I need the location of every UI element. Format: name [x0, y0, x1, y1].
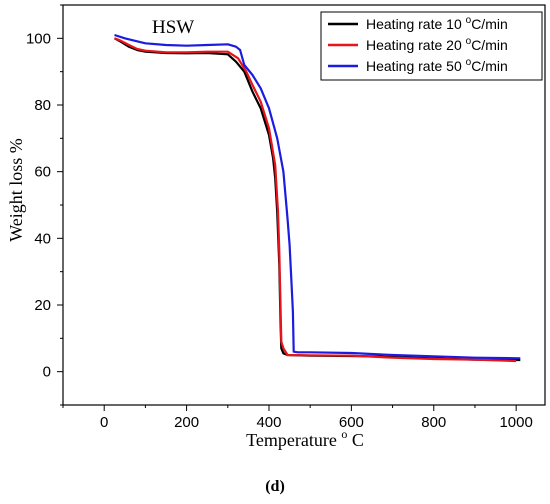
legend-label-unit: C/min [471, 58, 508, 74]
plot-title: HSW [152, 17, 194, 38]
x-tick-label: 0 [100, 414, 108, 431]
x-tick-label: 1000 [499, 414, 532, 431]
figure-caption: (d) [265, 478, 285, 495]
legend-label-3: Heating rate 50 oC/min [366, 57, 508, 74]
legend-label-text: Heating rate 20 [366, 37, 466, 53]
legend-label-super: o [466, 15, 472, 26]
legend-label-unit: C/min [471, 37, 508, 53]
y-tick-label: 20 [34, 297, 51, 314]
x-tick-label: 600 [339, 414, 364, 431]
legend-label-2: Heating rate 20 oC/min [366, 36, 508, 53]
legend-label-super: o [466, 36, 472, 47]
y-axis-title: Weight loss % [6, 138, 26, 242]
y-tick-label: 0 [43, 364, 51, 381]
series-line-2 [114, 37, 517, 363]
x-axis-title: Temperature o C [246, 422, 364, 450]
legend-label-text: Heating rate 10 [366, 16, 466, 32]
tick-labels: 0 200 400 600 800 1000 0 20 40 60 80 100 [26, 30, 533, 431]
legend-label-super: o [466, 57, 472, 68]
x-tick-label: 200 [174, 414, 199, 431]
series-line-1 [113, 37, 521, 362]
series-lines [113, 33, 521, 363]
y-axis-title-text: Weight loss % [6, 138, 26, 242]
y-tick-label: 60 [34, 164, 51, 181]
y-tick-label: 100 [26, 30, 51, 47]
legend-label-unit: C/min [471, 16, 508, 32]
x-axis-unit: C [352, 430, 364, 450]
series-line-3 [114, 33, 521, 360]
x-axis-unit-super: o [341, 427, 347, 441]
x-axis-title-text: Temperature [246, 430, 337, 450]
legend-label-text: Heating rate 50 [366, 58, 466, 74]
axis-ticks [57, 4, 517, 411]
x-tick-label: 400 [256, 414, 281, 431]
x-tick-label: 800 [421, 414, 446, 431]
legend-label-1: Heating rate 10 oC/min [366, 15, 508, 32]
y-tick-label: 80 [34, 97, 51, 114]
y-tick-label: 40 [34, 230, 51, 247]
